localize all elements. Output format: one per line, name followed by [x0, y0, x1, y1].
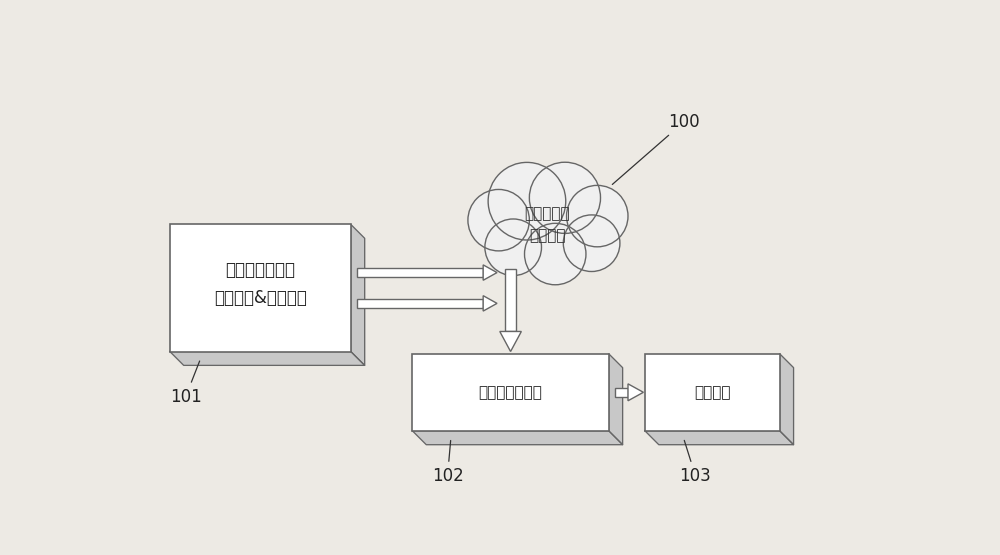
Bar: [505, 269, 516, 331]
Text: 待检测组织
的某区域: 待检测组织 的某区域: [524, 206, 570, 243]
Polygon shape: [483, 265, 497, 280]
Circle shape: [525, 223, 586, 285]
Bar: [412, 354, 609, 431]
Circle shape: [485, 219, 541, 276]
Polygon shape: [628, 384, 643, 401]
Polygon shape: [645, 431, 794, 445]
Text: 102: 102: [432, 441, 463, 485]
Circle shape: [529, 162, 601, 234]
Circle shape: [468, 189, 529, 251]
Polygon shape: [483, 296, 497, 311]
Text: 光信号发射单元
（可见光&激发光）: 光信号发射单元 （可见光&激发光）: [214, 261, 307, 307]
Text: 摄像单元: 摄像单元: [694, 385, 731, 400]
Circle shape: [567, 185, 628, 247]
Bar: [357, 299, 483, 307]
Bar: [170, 224, 351, 351]
Text: 光信号采集单元: 光信号采集单元: [479, 385, 543, 400]
Polygon shape: [609, 354, 623, 445]
Bar: [645, 354, 780, 431]
Text: 103: 103: [680, 440, 711, 485]
Polygon shape: [351, 224, 365, 365]
Circle shape: [563, 215, 620, 271]
Text: 100: 100: [612, 113, 700, 184]
Polygon shape: [170, 351, 365, 365]
Polygon shape: [780, 354, 794, 445]
Bar: [615, 388, 628, 397]
Circle shape: [488, 163, 566, 240]
Text: 101: 101: [170, 361, 202, 406]
Polygon shape: [412, 431, 623, 445]
Polygon shape: [500, 331, 521, 351]
Bar: [357, 268, 483, 277]
